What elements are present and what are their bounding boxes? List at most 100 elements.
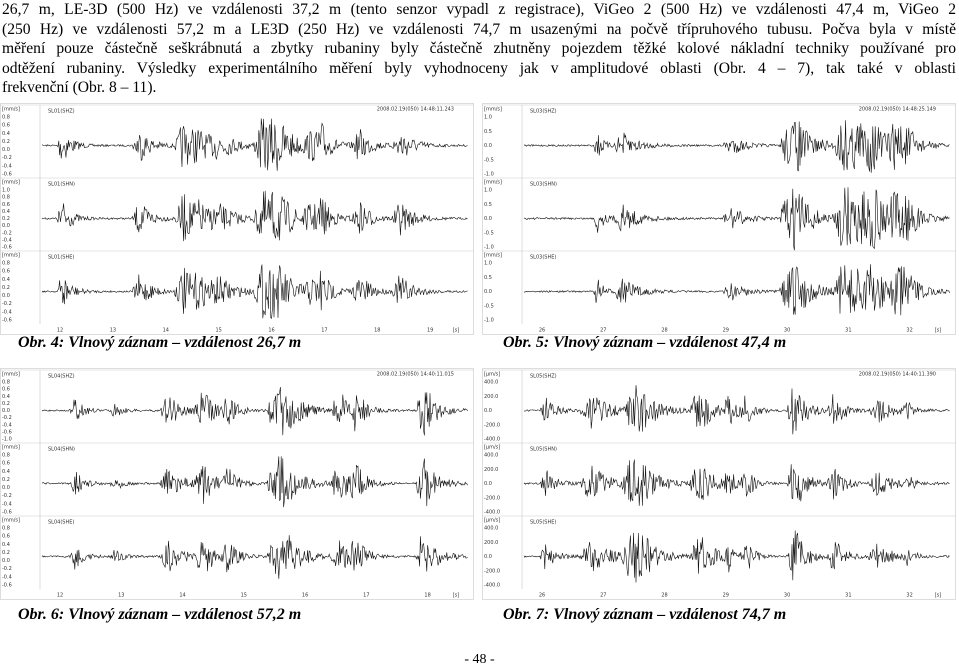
x-tick-label: 27 bbox=[600, 593, 606, 599]
x-tick-label: 29 bbox=[723, 593, 729, 599]
unit-label: [mm/s] bbox=[484, 107, 502, 113]
y-tick-label: 1.0 bbox=[2, 188, 10, 194]
x-tick-label: 16 bbox=[302, 593, 308, 599]
y-tick-label: 0.8 bbox=[2, 453, 10, 459]
y-tick-label: -0.4 bbox=[2, 163, 12, 169]
y-tick-label: 0.0 bbox=[484, 481, 492, 487]
seismogram: 2008.02.19(050) 14:48:11.243 [mm/s] SL01(S… bbox=[0, 103, 474, 335]
unit-label: [mm/s] bbox=[2, 372, 20, 378]
text-line: (250 Hz) ve vzdálenosti 57,2 m a LE3D (2… bbox=[2, 20, 956, 38]
y-tick-label: 0.4 bbox=[2, 542, 10, 548]
page-number: - 48 - bbox=[464, 652, 495, 667]
x-tick-label: 15 bbox=[215, 328, 221, 334]
y-tick-label: 400.0 bbox=[484, 526, 498, 532]
y-tick-label: -0.6 bbox=[2, 429, 12, 435]
channel-label: SL05(SHZ) bbox=[530, 374, 557, 380]
unit-label: [µm/s] bbox=[484, 445, 500, 451]
channel-label: SL05(SHE) bbox=[530, 520, 556, 526]
x-tick-label: 27 bbox=[600, 328, 606, 334]
y-tick-label: -0.6 bbox=[2, 318, 12, 324]
y-tick-label: 0.0 bbox=[484, 408, 492, 414]
timestamp: 2008.02.19(050) 14:40:11.390 bbox=[859, 372, 936, 378]
x-tick-label: 14 bbox=[163, 328, 169, 334]
y-tick-label: 0.6 bbox=[2, 202, 10, 208]
y-tick-label: 0.0 bbox=[484, 554, 492, 560]
y-tick-label: -0.2 bbox=[2, 155, 12, 161]
y-tick-label: 200.0 bbox=[484, 394, 498, 400]
waveform bbox=[523, 187, 950, 251]
text-line: měření pouze částečně seškrábnutá a zbyt… bbox=[2, 40, 956, 58]
y-tick-label: -0.2 bbox=[2, 301, 12, 307]
y-tick-label: -0.2 bbox=[2, 566, 12, 572]
y-tick-label: 200.0 bbox=[484, 467, 498, 473]
y-tick-label: -1.0 bbox=[484, 318, 494, 324]
unit-label: [mm/s] bbox=[2, 253, 20, 259]
y-tick-label: 0.4 bbox=[2, 209, 10, 215]
unit-label: [mm/s] bbox=[484, 180, 502, 186]
unit-label: [mm/s] bbox=[2, 107, 20, 113]
y-tick-label: 0.2 bbox=[2, 477, 10, 483]
y-tick-label: 0.6 bbox=[2, 387, 10, 393]
y-tick-label: -0.6 bbox=[2, 583, 12, 589]
text-line: 26,7 m, LE-3D (500 Hz) ve vzdálenosti 37… bbox=[2, 1, 956, 18]
y-tick-label: -0.2 bbox=[2, 493, 12, 499]
y-tick-label: -400.0 bbox=[484, 437, 500, 443]
y-tick-label: 0.2 bbox=[2, 216, 10, 222]
unit-label: [mm/s] bbox=[2, 518, 20, 524]
timestamp: 2008.02.19(050) 14:40:11.015 bbox=[377, 372, 454, 378]
x-tick-label: 16 bbox=[268, 328, 274, 334]
y-tick-label: -0.5 bbox=[484, 157, 494, 163]
channel-label: SL05(SHN) bbox=[530, 447, 557, 453]
channel-label: SL01(SHZ) bbox=[48, 109, 75, 115]
x-tick-label: 26 bbox=[539, 328, 545, 334]
y-tick-label: 0.5 bbox=[484, 275, 492, 281]
x-tick-label: 26 bbox=[539, 593, 545, 599]
y-tick-label: -1.0 bbox=[484, 172, 494, 178]
waveform bbox=[41, 118, 468, 171]
waveform bbox=[41, 190, 468, 242]
y-tick-label: 0.8 bbox=[2, 195, 10, 201]
y-tick-label: 0.4 bbox=[2, 277, 10, 283]
x-unit: [s] bbox=[453, 593, 460, 599]
y-tick-label: -1.0 bbox=[484, 245, 494, 251]
y-tick-label: -400.0 bbox=[484, 583, 500, 589]
seismogram: 2008.02.19(050) 14:48:25.149 [mm/s] SL03(S… bbox=[482, 103, 956, 335]
unit-label: [mm/s] bbox=[2, 180, 20, 186]
x-tick-label: 13 bbox=[118, 593, 124, 599]
y-tick-label: 0.8 bbox=[2, 115, 10, 121]
y-tick-label: 1.0 bbox=[484, 188, 492, 194]
y-tick-label: 400.0 bbox=[484, 453, 498, 459]
x-tick-label: 17 bbox=[321, 328, 327, 334]
figure-caption: Obr. 5: Vlnový záznam – vzdálenost 47,4 … bbox=[503, 334, 787, 351]
x-tick-label: 28 bbox=[661, 328, 667, 334]
y-tick-label: 0.6 bbox=[2, 123, 10, 129]
waveform bbox=[41, 456, 468, 508]
y-tick-label: 0.8 bbox=[2, 261, 10, 267]
y-tick-label: 0.0 bbox=[484, 289, 492, 295]
unit-label: [µm/s] bbox=[484, 372, 500, 378]
timestamp: 2008.02.19(050) 14:48:11.243 bbox=[377, 107, 454, 113]
y-tick-label: -0.4 bbox=[2, 422, 12, 428]
y-tick-label: 0.0 bbox=[2, 558, 10, 564]
y-tick-label: -0.6 bbox=[2, 172, 12, 178]
waveform bbox=[523, 530, 950, 583]
y-tick-label: 0.8 bbox=[2, 380, 10, 386]
waveform bbox=[523, 264, 950, 316]
y-tick-label: 400.0 bbox=[484, 380, 498, 386]
channel-label: SL03(SHZ) bbox=[530, 109, 557, 115]
x-tick-label: 12 bbox=[57, 328, 63, 334]
y-tick-label: -0.4 bbox=[2, 501, 12, 507]
x-tick-label: 17 bbox=[363, 593, 369, 599]
y-tick-label: 0.2 bbox=[2, 401, 10, 407]
waveform bbox=[41, 264, 468, 319]
unit-label: [mm/s] bbox=[2, 445, 20, 451]
x-tick-label: 31 bbox=[845, 328, 851, 334]
y-tick-label: -1.0 bbox=[2, 437, 12, 443]
y-tick-label: 1.0 bbox=[484, 261, 492, 267]
y-tick-label: -0.4 bbox=[2, 574, 12, 580]
timestamp: 2008.02.19(050) 14:48:25.149 bbox=[859, 107, 936, 113]
y-tick-label: -0.5 bbox=[484, 303, 494, 309]
x-tick-label: 29 bbox=[723, 328, 729, 334]
x-tick-label: 32 bbox=[906, 328, 912, 334]
